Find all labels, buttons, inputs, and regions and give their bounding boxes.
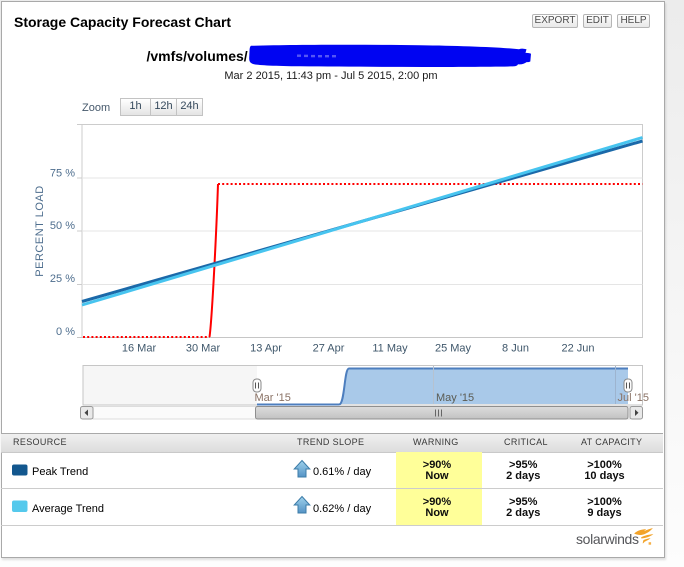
svg-text:16 Mar: 16 Mar bbox=[122, 343, 157, 355]
svg-text:11 May: 11 May bbox=[372, 343, 408, 355]
svg-text:27 Apr: 27 Apr bbox=[313, 343, 345, 355]
svg-text:25 May: 25 May bbox=[435, 343, 472, 355]
svg-text:Jul '15: Jul '15 bbox=[618, 392, 649, 404]
svg-text:PERCENT LOAD: PERCENT LOAD bbox=[34, 185, 46, 276]
svg-text:8 Jun: 8 Jun bbox=[502, 343, 529, 355]
svg-text:50 %: 50 % bbox=[50, 220, 75, 232]
svg-text:75 %: 75 % bbox=[50, 168, 75, 180]
svg-text:May '15: May '15 bbox=[436, 392, 474, 404]
svg-text:13 Apr: 13 Apr bbox=[250, 343, 282, 355]
svg-text:25 %: 25 % bbox=[50, 273, 75, 285]
svg-text:22 Jun: 22 Jun bbox=[561, 343, 594, 355]
svg-text:0 %: 0 % bbox=[56, 326, 75, 338]
svg-text:Mar '15: Mar '15 bbox=[255, 392, 291, 404]
svg-text:30 Mar: 30 Mar bbox=[186, 343, 221, 355]
